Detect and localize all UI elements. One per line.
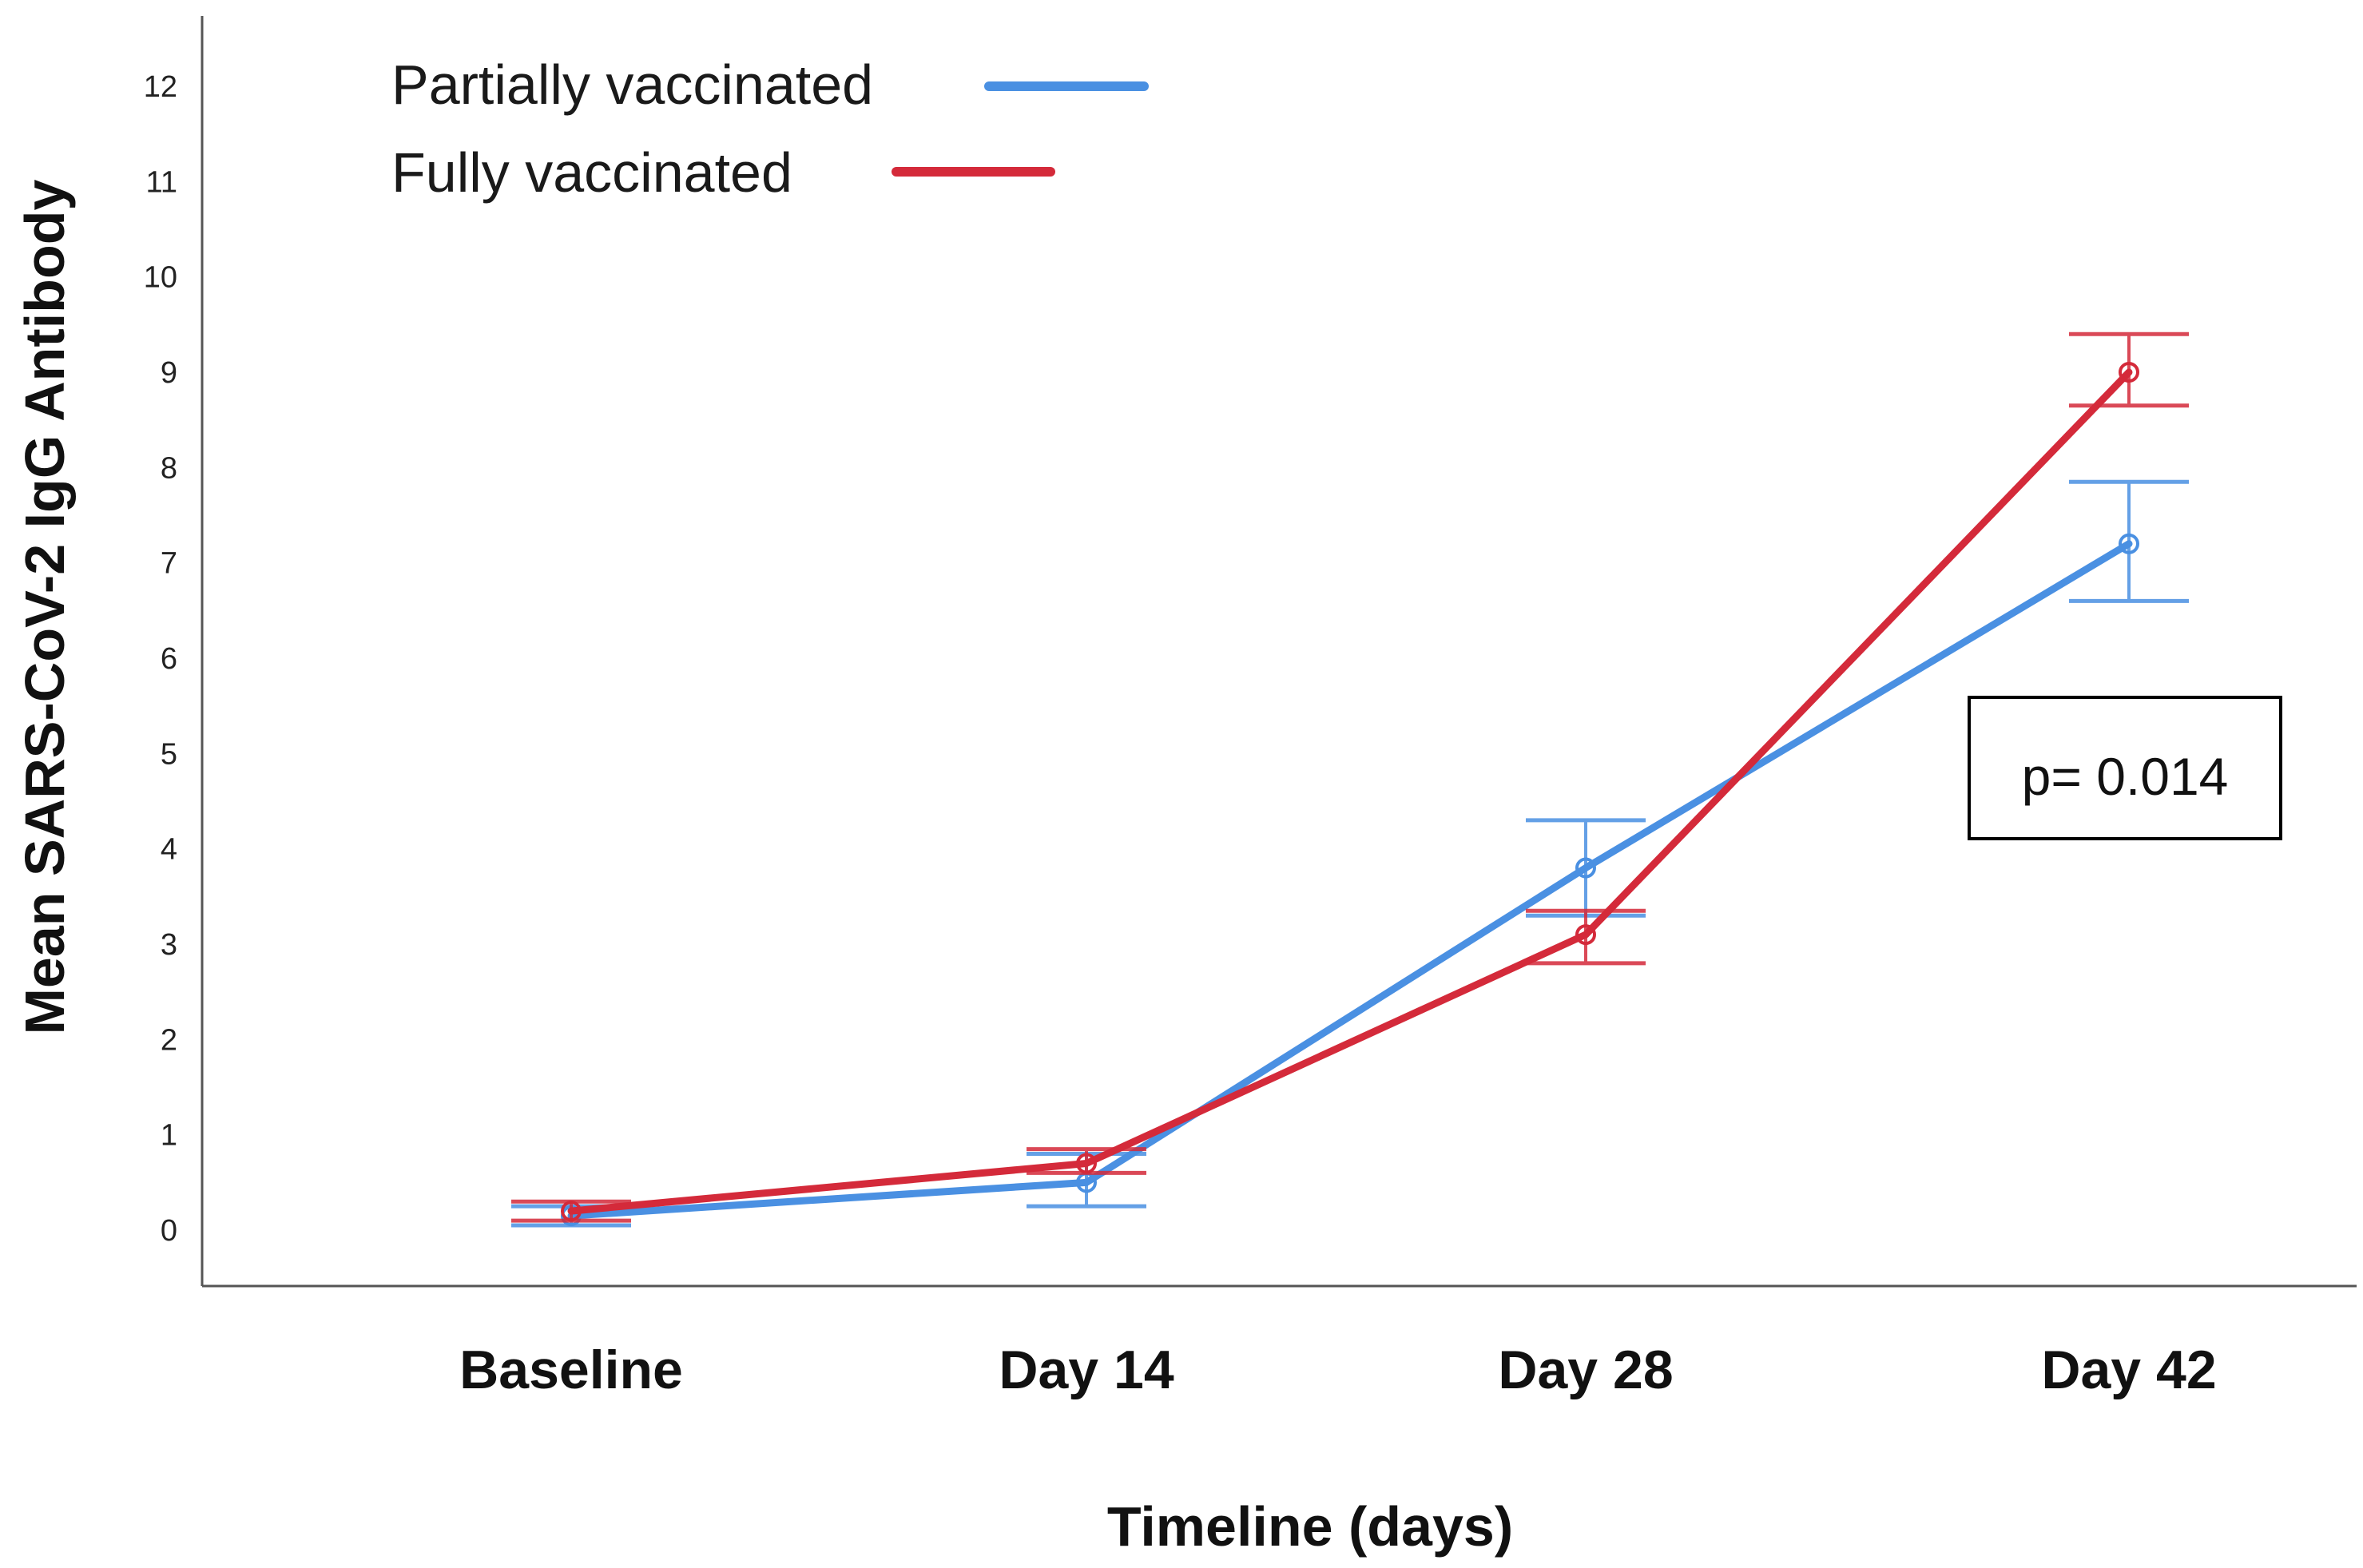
- y-tick-label: 12: [144, 70, 177, 104]
- x-tick-label: Day 14: [999, 1340, 1174, 1400]
- series-layer: [511, 331, 2189, 1228]
- p-value-box: [1968, 696, 2282, 840]
- x-tick-label: Day 42: [2041, 1340, 2216, 1400]
- series-line-fully-vaccinated: [567, 368, 2133, 1215]
- y-tick-label: 2: [161, 1023, 177, 1057]
- x-axis-title: Timeline (days): [1107, 1495, 1513, 1558]
- y-tick-label: 8: [161, 451, 177, 485]
- y-tick-label: 0: [161, 1214, 177, 1248]
- legend: Partially vaccinated Fully vaccinated: [391, 54, 1149, 204]
- data-point: [2119, 362, 2139, 383]
- data-point: [1575, 857, 1596, 879]
- series-line-partially-vaccinated: [567, 540, 2133, 1220]
- p-value-text: p= 0.014: [2022, 747, 2229, 806]
- y-tick-label: 1: [161, 1119, 177, 1153]
- series-fully-vaccinated: [511, 331, 2189, 1223]
- y-tick-label: 3: [161, 928, 177, 962]
- y-tick-label: 7: [161, 547, 177, 581]
- y-tick-label: 11: [146, 165, 177, 199]
- y-tick-label: 5: [161, 737, 177, 771]
- series-partially-vaccinated: [511, 479, 2189, 1228]
- p-value-annotation: p= 0.014: [1968, 696, 2282, 840]
- legend-label-partially-vaccinated: Partially vaccinated: [391, 54, 873, 116]
- data-point: [1076, 1153, 1097, 1174]
- x-tick-label: Baseline: [459, 1340, 683, 1400]
- y-tick-label: 4: [161, 833, 177, 867]
- y-axis-title: Mean SARS-CoV-2 IgG Antibody: [14, 180, 76, 1035]
- x-tick-label: Day 28: [1498, 1340, 1673, 1400]
- y-tick-label: 10: [144, 261, 177, 295]
- data-point: [561, 1201, 582, 1222]
- y-tick-label: 6: [161, 642, 177, 676]
- data-point: [2119, 533, 2139, 554]
- legend-label-fully-vaccinated: Fully vaccinated: [391, 141, 792, 204]
- data-point: [1575, 924, 1596, 946]
- x-tick-labels: Baseline Day 14 Day 28 Day 42: [459, 1340, 2216, 1400]
- y-tick-label: 9: [161, 356, 177, 390]
